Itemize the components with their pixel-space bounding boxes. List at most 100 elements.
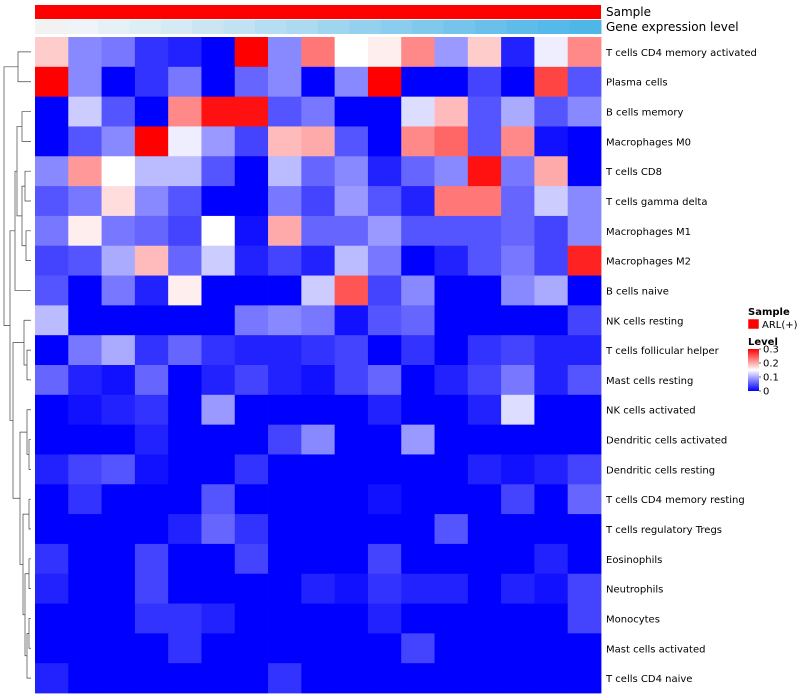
heatmap-cell <box>501 156 535 187</box>
heatmap-cell <box>68 663 102 694</box>
heatmap-cell <box>168 335 202 366</box>
heatmap-cell <box>268 96 302 127</box>
heatmap-cell <box>301 37 336 68</box>
heatmap-cell <box>434 484 469 515</box>
row-label: Eosinophils <box>606 555 662 566</box>
heatmap-cell <box>567 484 602 515</box>
heatmap-cell <box>201 156 236 187</box>
heatmap-cell <box>301 215 336 247</box>
heatmap-cell <box>35 603 69 634</box>
row-label: T cells regulatory Tregs <box>605 525 722 536</box>
heatmap-cell <box>334 603 369 634</box>
gene-expression-track-cell <box>35 20 67 34</box>
heatmap-cell <box>467 484 502 515</box>
heatmap-cell <box>334 96 369 127</box>
heatmap-cell <box>367 663 402 694</box>
heatmap-cell <box>567 573 602 604</box>
heatmap-cell <box>301 335 336 366</box>
legend-tick-label: 0.1 <box>763 373 779 384</box>
row-dendrogram <box>3 51 31 679</box>
heatmap-cell <box>434 424 469 455</box>
heatmap-cell <box>501 633 535 664</box>
heatmap-cell <box>534 156 569 187</box>
heatmap-cell <box>35 394 69 426</box>
heatmap-cell <box>234 37 269 68</box>
gene-expression-track-cell <box>223 20 256 34</box>
heatmap-cell <box>434 663 469 694</box>
heatmap-cell <box>134 454 169 485</box>
heatmap-cell <box>201 215 236 247</box>
heatmap-cell <box>434 543 469 575</box>
heatmap-cell <box>301 66 336 98</box>
heatmap-cell <box>434 96 469 127</box>
heatmap-cell <box>367 335 402 366</box>
heatmap-cell <box>268 215 302 247</box>
heatmap-cell <box>68 37 102 68</box>
row-label: Neutrophils <box>606 585 663 596</box>
heatmap-cell <box>567 66 602 98</box>
heatmap-cell <box>168 66 202 98</box>
heatmap-cell <box>101 335 136 366</box>
gene-expression-track-cell <box>349 20 382 34</box>
dendrogram-link <box>3 66 18 326</box>
heatmap-cell <box>35 543 69 575</box>
heatmap-cell <box>334 215 369 247</box>
heatmap-cell <box>301 96 336 127</box>
row-label: T cells follicular helper <box>605 346 720 357</box>
heatmap-cell <box>134 543 169 575</box>
heatmap-cell <box>367 484 402 515</box>
heatmap-cell <box>301 156 336 187</box>
heatmap-cell <box>301 454 336 485</box>
heatmap-cell <box>334 514 369 545</box>
gene-expression-track-cell <box>255 20 288 34</box>
heatmap-cell <box>501 484 535 515</box>
heatmap-cell <box>168 37 202 68</box>
heatmap-cell <box>268 37 302 68</box>
heatmap-cell <box>134 394 169 426</box>
heatmap-cell <box>434 454 469 485</box>
row-label: Macrophages M0 <box>606 137 691 148</box>
heatmap-cell <box>401 454 435 485</box>
heatmap-cell <box>467 633 502 664</box>
legend-sample-label: ARL(+) <box>762 320 798 331</box>
heatmap-cell <box>35 514 69 545</box>
heatmap-cell <box>101 543 136 575</box>
heatmap-cell <box>301 484 336 515</box>
dendrogram-link <box>17 51 31 83</box>
heatmap-cell <box>534 424 569 455</box>
heatmap-cell <box>234 305 269 336</box>
heatmap-cell <box>567 335 602 366</box>
heatmap-cell <box>534 633 569 664</box>
heatmap-cell <box>234 96 269 127</box>
heatmap-cell <box>101 156 136 187</box>
gene-expression-track-cell <box>569 20 602 34</box>
heatmap-cell <box>501 186 535 217</box>
heatmap-cell <box>334 126 369 157</box>
heatmap-cell <box>534 96 569 127</box>
heatmap-cell <box>268 663 302 694</box>
heatmap-cell <box>401 514 435 545</box>
heatmap-cell <box>234 394 269 426</box>
heatmap-cell <box>567 454 602 485</box>
heatmap-cell <box>101 365 136 396</box>
heatmap-cell <box>434 305 469 336</box>
heatmap-cell <box>367 514 402 545</box>
gene-expression-track-cell <box>506 20 539 34</box>
heatmap-cell <box>101 245 136 276</box>
heatmap-cell <box>134 96 169 127</box>
heatmap-cell <box>268 126 302 157</box>
heatmap-cell <box>567 633 602 664</box>
heatmap-cell <box>268 454 302 485</box>
heatmap-cell <box>234 663 269 694</box>
heatmap-cell <box>501 514 535 545</box>
row-label: T cells CD4 memory resting <box>605 495 745 506</box>
gene-expression-track-cell <box>129 20 162 34</box>
heatmap-cell <box>567 514 602 545</box>
heatmap-cell <box>134 156 169 187</box>
heatmap-cell <box>168 275 202 306</box>
heatmap-cell <box>35 186 69 217</box>
gene-expression-track-cell <box>538 20 571 34</box>
heatmap-cell <box>68 573 102 604</box>
heatmap-cell <box>134 365 169 396</box>
